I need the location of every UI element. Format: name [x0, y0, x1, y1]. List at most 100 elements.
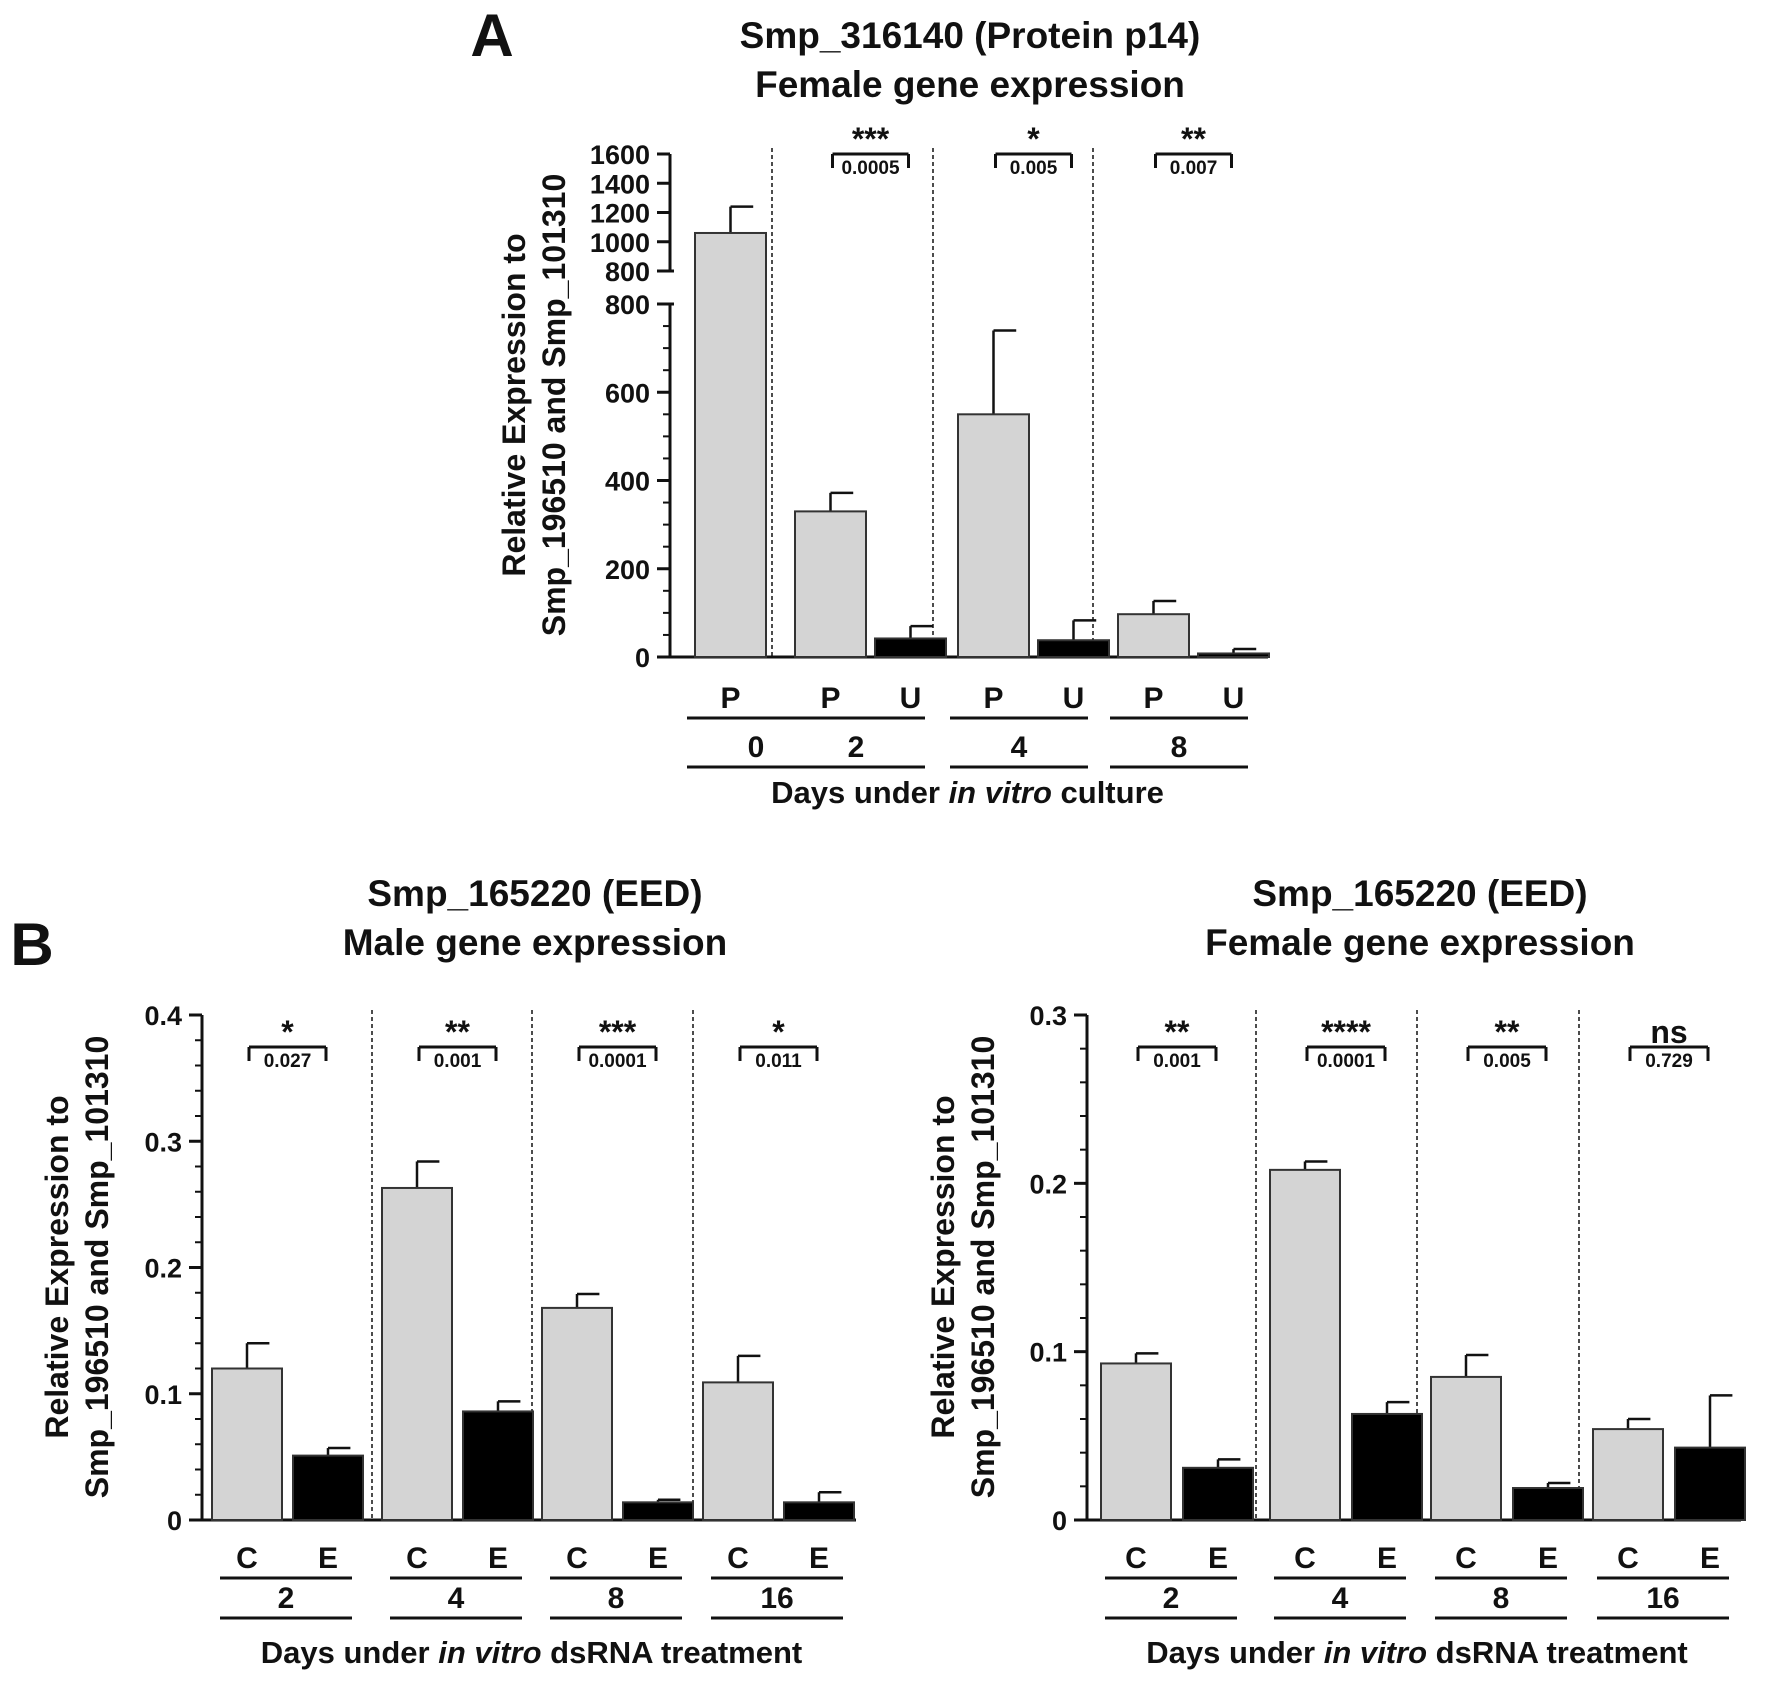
significance-stars: **** — [1321, 1014, 1371, 1050]
y-axis-label-line-2: Smp_196510 and Smp_101310 — [536, 174, 572, 637]
chart-title-line-2: Female gene expression — [755, 64, 1185, 105]
significance-stars: * — [281, 1014, 294, 1050]
bar-c-day-2 — [211, 1367, 283, 1521]
y-tick-label: 1400 — [590, 169, 650, 199]
x-category-label: P — [720, 682, 740, 715]
x-category-label: C — [1125, 1542, 1147, 1575]
y-tick-label: 0.3 — [1029, 1001, 1067, 1031]
p-value-label: 0.001 — [1153, 1051, 1201, 1072]
x-category-label: E — [1538, 1542, 1558, 1575]
bar-c-day-8 — [541, 1306, 613, 1522]
y-tick-label: 600 — [605, 378, 650, 408]
x-category-label: C — [1617, 1542, 1639, 1575]
p-value-label: 0.007 — [1170, 158, 1218, 179]
significance-stars: ** — [1165, 1014, 1190, 1050]
bar-c-day-4 — [1269, 1168, 1341, 1522]
day-label: 16 — [760, 1582, 793, 1615]
bar-u-day-2 — [874, 637, 947, 659]
p-value-label: 0.011 — [755, 1051, 802, 1072]
x-axis-title-suffix: dsRNA treatment — [542, 1635, 803, 1670]
y-tick-label: 0 — [1052, 1506, 1067, 1536]
chart-title-line-1: Smp_316140 (Protein p14) — [740, 15, 1201, 56]
x-category-label: E — [809, 1542, 829, 1575]
bar-c-day-8 — [1430, 1375, 1502, 1521]
p-value-label: 0.005 — [1483, 1051, 1531, 1072]
bar-p-day-0 — [694, 231, 767, 658]
x-category-label: U — [1223, 682, 1245, 715]
y-tick-label: 0 — [167, 1506, 182, 1536]
bar-u-day-8 — [1197, 652, 1270, 658]
bar-p-day-2 — [794, 510, 867, 659]
y-tick-label: 0.1 — [144, 1380, 182, 1410]
x-category-label: C — [1294, 1542, 1316, 1575]
significance-stars: ** — [1181, 121, 1206, 157]
y-tick-label: 0.2 — [144, 1254, 182, 1284]
x-axis-title-prefix: Days under — [1146, 1635, 1323, 1670]
y-axis-label-line-1: Relative Expression to — [496, 233, 532, 576]
significance-stars: * — [1027, 121, 1040, 157]
day-label: 4 — [1011, 731, 1028, 764]
y-tick-label: 800 — [605, 290, 650, 320]
x-category-label: E — [318, 1542, 338, 1575]
y-axis-label-line-1: Relative Expression to — [925, 1095, 961, 1438]
x-category-label: C — [1455, 1542, 1477, 1575]
p-value-label: 0.0001 — [588, 1051, 647, 1072]
day-label: 2 — [848, 731, 865, 764]
significance-stars: *** — [852, 121, 890, 157]
y-tick-label: 400 — [605, 467, 650, 497]
panel-letter: A — [470, 2, 513, 69]
y-axis-label-line-2: Smp_196510 and Smp_101310 — [79, 1036, 115, 1499]
bar-c-day-16 — [1592, 1428, 1664, 1521]
y-tick-label: 800 — [605, 257, 650, 287]
x-category-label: E — [1208, 1542, 1228, 1575]
x-category-label: C — [236, 1542, 258, 1575]
chart-panel-1: A Smp_316140 (Protein p14) Female gene exp… — [470, 2, 1270, 810]
x-category-label: U — [900, 682, 922, 715]
x-axis-title-suffix: dsRNA treatment — [1427, 1635, 1688, 1670]
p-value-label: 0.027 — [264, 1051, 312, 1072]
x-axis-title: Days under in vitro culture — [771, 775, 1164, 810]
bar-c-day-4 — [381, 1186, 453, 1522]
bar-p-day-4 — [957, 413, 1030, 658]
day-label: 0 — [748, 731, 765, 764]
x-category-label: E — [1700, 1542, 1720, 1575]
bar-e-day-16 — [783, 1501, 855, 1521]
day-label: 4 — [448, 1582, 465, 1615]
bar-c-day-2 — [1100, 1362, 1172, 1521]
x-category-label: C — [406, 1542, 428, 1575]
x-category-label: C — [727, 1542, 749, 1575]
x-category-label: E — [648, 1542, 668, 1575]
x-category-label: U — [1063, 682, 1085, 715]
p-value-label: 0.0001 — [1317, 1051, 1376, 1072]
day-label: 8 — [608, 1582, 625, 1615]
day-label: 2 — [278, 1582, 295, 1615]
day-label: 8 — [1171, 731, 1188, 764]
chart-title-line-2: Female gene expression — [1205, 922, 1635, 963]
significance-stars: ** — [1495, 1014, 1520, 1050]
day-label: 4 — [1332, 1582, 1349, 1615]
y-tick-label: 0.4 — [144, 1001, 182, 1031]
panel-letter: B — [10, 911, 53, 978]
x-category-label: P — [983, 682, 1003, 715]
bar-e-day-4 — [462, 1410, 534, 1522]
bar-c-day-16 — [702, 1381, 774, 1521]
day-label: 2 — [1163, 1582, 1180, 1615]
x-category-label: C — [566, 1542, 588, 1575]
significance-stars: ** — [445, 1014, 470, 1050]
chart-title-line-1: Smp_165220 (EED) — [1252, 873, 1587, 914]
bar-e-day-16 — [1674, 1446, 1746, 1522]
day-label: 16 — [1646, 1582, 1679, 1615]
x-axis-title-italic: in vitro — [438, 1635, 541, 1670]
bar-e-day-2 — [1182, 1466, 1254, 1521]
x-axis-title-italic: in vitro — [1324, 1635, 1427, 1670]
x-category-label: P — [820, 682, 840, 715]
y-tick-label: 0 — [635, 643, 650, 673]
bar-e-day-8 — [622, 1501, 694, 1521]
bar-u-day-4 — [1037, 639, 1110, 658]
bar-p-day-8 — [1117, 613, 1190, 658]
p-value-label: 0.005 — [1010, 158, 1058, 179]
significance-stars: ns — [1650, 1014, 1687, 1050]
y-tick-label: 0.1 — [1029, 1338, 1067, 1368]
y-tick-label: 1000 — [590, 228, 650, 258]
